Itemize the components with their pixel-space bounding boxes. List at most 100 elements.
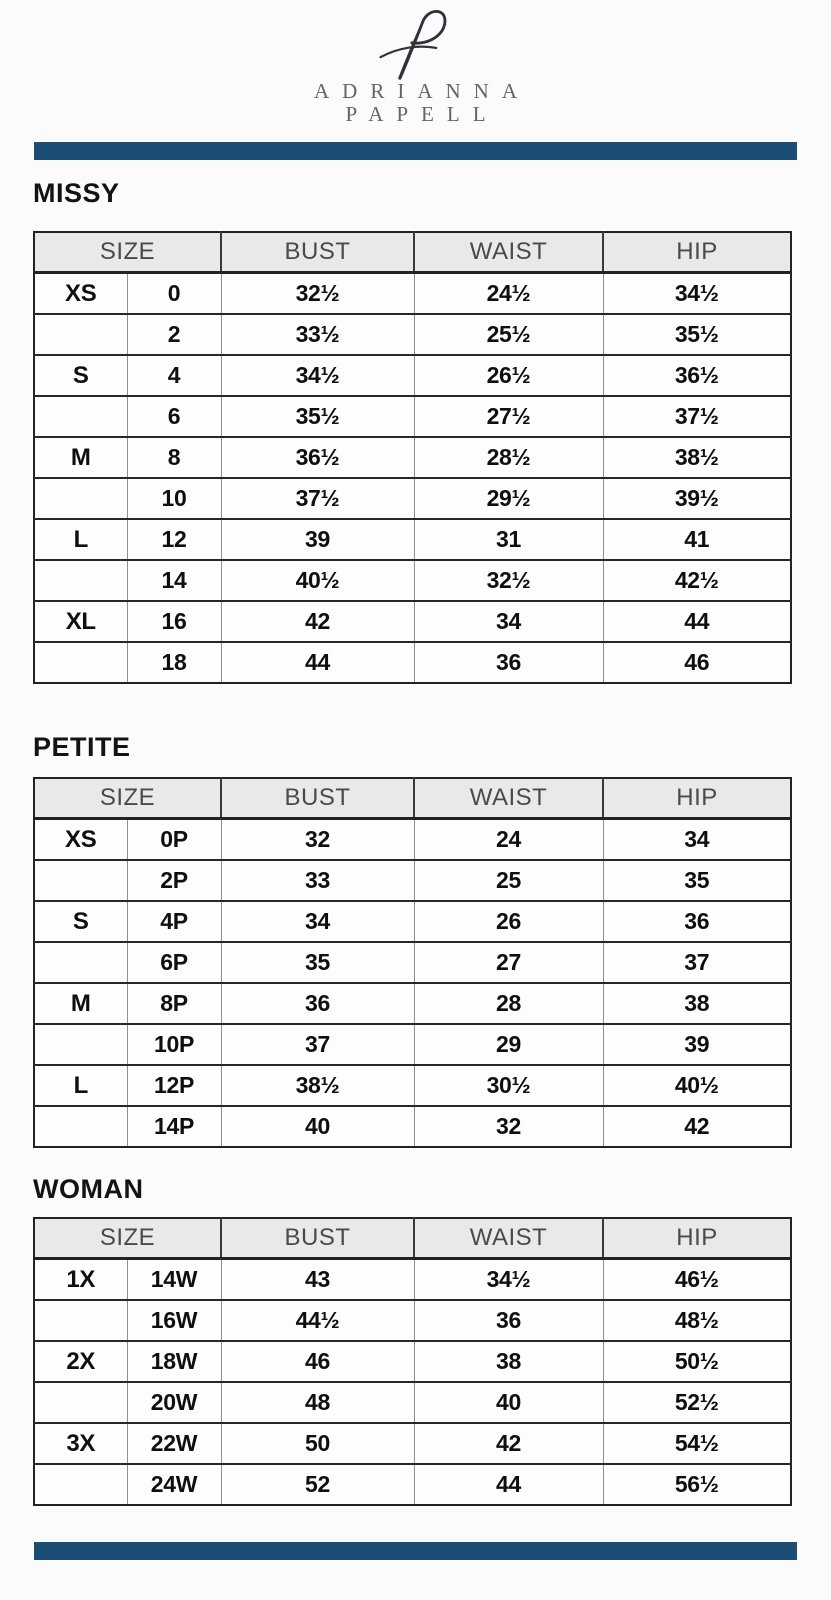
table-row: XS 0P 32 24 34 xyxy=(34,817,791,860)
size-letter-cell: L xyxy=(34,518,127,560)
bust-cell: 33½ xyxy=(220,313,414,355)
size-letter-cell xyxy=(34,1463,127,1505)
size-letter-cell: XS xyxy=(34,817,127,860)
bust-cell: 35½ xyxy=(220,395,414,437)
bust-cell: 40½ xyxy=(220,559,414,601)
waist-cell: 30½ xyxy=(413,1064,603,1106)
size-letter-cell: 1X xyxy=(34,1257,127,1300)
size-number-cell: 2P xyxy=(126,859,221,901)
hip-cell: 46½ xyxy=(602,1257,791,1300)
hip-cell: 50½ xyxy=(602,1340,791,1382)
table-row: 24W 52 44 56½ xyxy=(34,1463,791,1505)
size-number-cell: 14W xyxy=(126,1257,221,1300)
table-row: 14 40½ 32½ 42½ xyxy=(34,559,791,601)
waist-cell: 24½ xyxy=(413,271,603,314)
size-number-cell: 20W xyxy=(126,1381,221,1423)
size-table-missy: SIZE BUST WAIST HIP XS 0 32½ 24½ 34½ 2 33½ 25½… xyxy=(33,231,792,684)
bust-cell: 38½ xyxy=(220,1064,414,1106)
table-row: XS 0 32½ 24½ 34½ xyxy=(34,271,791,314)
bust-cell: 46 xyxy=(220,1340,414,1382)
waist-cell: 36 xyxy=(413,641,603,683)
column-header-size: SIZE xyxy=(34,1218,221,1260)
column-header-size: SIZE xyxy=(34,778,221,820)
hip-cell: 48½ xyxy=(602,1299,791,1341)
section-title-missy: MISSY xyxy=(33,178,120,208)
column-header-bust: BUST xyxy=(220,1218,414,1260)
table-row: L 12P 38½ 30½ 40½ xyxy=(34,1064,791,1106)
bust-cell: 48 xyxy=(220,1381,414,1423)
size-number-cell: 18W xyxy=(126,1340,221,1382)
waist-cell: 29½ xyxy=(413,477,603,519)
hip-cell: 52½ xyxy=(602,1381,791,1423)
hip-cell: 39 xyxy=(602,1023,791,1065)
size-letter-cell: XS xyxy=(34,271,127,314)
table-row: XL 16 42 34 44 xyxy=(34,600,791,642)
table-row: 2P 33 25 35 xyxy=(34,859,791,901)
size-letter-cell xyxy=(34,313,127,355)
waist-cell: 32½ xyxy=(413,559,603,601)
table-row: 10 37½ 29½ 39½ xyxy=(34,477,791,519)
size-letter-cell xyxy=(34,1381,127,1423)
column-header-waist: WAIST xyxy=(413,1218,603,1260)
brand-name-line2: PAPELL xyxy=(345,102,499,126)
column-header-waist: WAIST xyxy=(413,778,603,820)
hip-cell: 35 xyxy=(602,859,791,901)
brand-logo: ADRIANNA PAPELL xyxy=(0,0,831,126)
section-title-petite: PETITE xyxy=(33,732,131,762)
size-table-petite: SIZE BUST WAIST HIP XS 0P 32 24 34 2P 33 25 35 … xyxy=(33,777,792,1148)
size-letter-cell: 3X xyxy=(34,1422,127,1464)
waist-cell: 26½ xyxy=(413,354,603,396)
accent-bar-bottom xyxy=(34,1542,797,1560)
size-letter-cell: L xyxy=(34,1064,127,1106)
header-row: SIZE BUST WAIST HIP xyxy=(34,1218,791,1260)
hip-cell: 42 xyxy=(602,1105,791,1147)
bust-cell: 37½ xyxy=(220,477,414,519)
size-letter-cell xyxy=(34,559,127,601)
section-title-woman: WOMAN xyxy=(33,1174,144,1204)
waist-cell: 34 xyxy=(413,600,603,642)
table-row: S 4 34½ 26½ 36½ xyxy=(34,354,791,396)
hip-cell: 44 xyxy=(602,600,791,642)
bust-cell: 50 xyxy=(220,1422,414,1464)
bust-cell: 44 xyxy=(220,641,414,683)
column-header-hip: HIP xyxy=(602,232,791,274)
size-number-cell: 8 xyxy=(126,436,221,478)
bust-cell: 36 xyxy=(220,982,414,1024)
bust-cell: 37 xyxy=(220,1023,414,1065)
size-number-cell: 0P xyxy=(126,817,221,860)
hip-cell: 41 xyxy=(602,518,791,560)
size-number-cell: 4 xyxy=(126,354,221,396)
waist-cell: 28 xyxy=(413,982,603,1024)
bust-cell: 32½ xyxy=(220,271,414,314)
bust-cell: 35 xyxy=(220,941,414,983)
header-row: SIZE BUST WAIST HIP xyxy=(34,778,791,820)
waist-cell: 27½ xyxy=(413,395,603,437)
size-letter-cell: S xyxy=(34,900,127,942)
size-letter-cell xyxy=(34,859,127,901)
waist-cell: 32 xyxy=(413,1105,603,1147)
size-letter-cell xyxy=(34,1105,127,1147)
size-letter-cell: S xyxy=(34,354,127,396)
size-letter-cell: M xyxy=(34,982,127,1024)
table-row: M 8P 36 28 38 xyxy=(34,982,791,1024)
size-number-cell: 14P xyxy=(126,1105,221,1147)
size-letter-cell xyxy=(34,1023,127,1065)
column-header-hip: HIP xyxy=(602,1218,791,1260)
table-row: M 8 36½ 28½ 38½ xyxy=(34,436,791,478)
waist-cell: 25 xyxy=(413,859,603,901)
hip-cell: 39½ xyxy=(602,477,791,519)
hip-cell: 46 xyxy=(602,641,791,683)
hip-cell: 38½ xyxy=(602,436,791,478)
table-row: 14P 40 32 42 xyxy=(34,1105,791,1147)
hip-cell: 36½ xyxy=(602,354,791,396)
column-header-hip: HIP xyxy=(602,778,791,820)
table-row: S 4P 34 26 36 xyxy=(34,900,791,942)
size-number-cell: 16 xyxy=(126,600,221,642)
bust-cell: 40 xyxy=(220,1105,414,1147)
hip-cell: 38 xyxy=(602,982,791,1024)
bust-cell: 52 xyxy=(220,1463,414,1505)
waist-cell: 42 xyxy=(413,1422,603,1464)
waist-cell: 36 xyxy=(413,1299,603,1341)
waist-cell: 31 xyxy=(413,518,603,560)
bust-cell: 33 xyxy=(220,859,414,901)
